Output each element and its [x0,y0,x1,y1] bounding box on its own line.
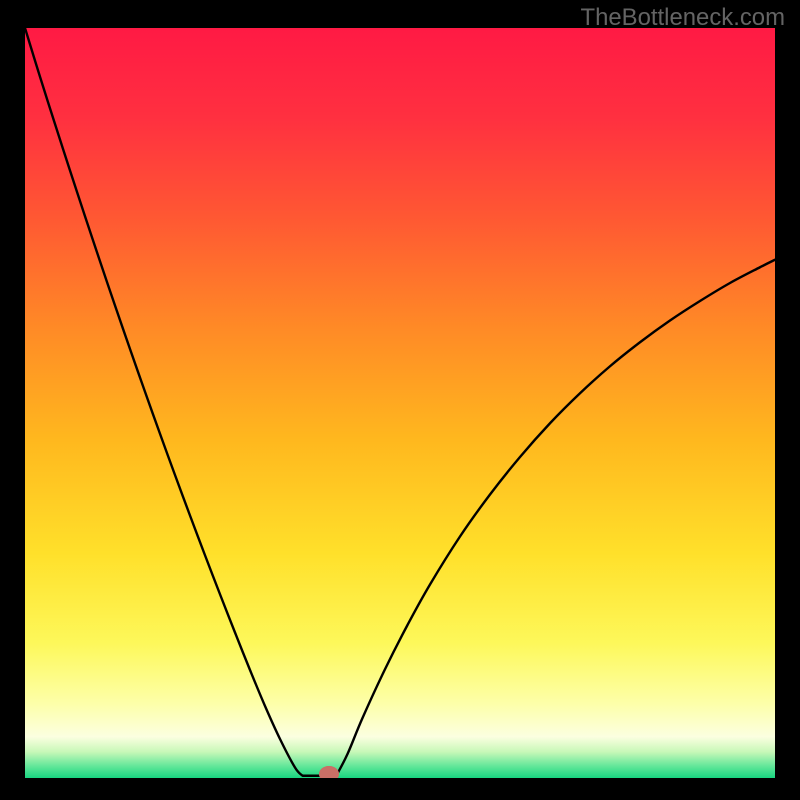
watermark-text: TheBottleneck.com [581,4,786,32]
chart-stage: TheBottleneck.com [0,0,800,800]
bottleneck-curve [25,28,775,778]
plot-area [25,28,775,778]
optimum-marker-icon [319,766,339,778]
